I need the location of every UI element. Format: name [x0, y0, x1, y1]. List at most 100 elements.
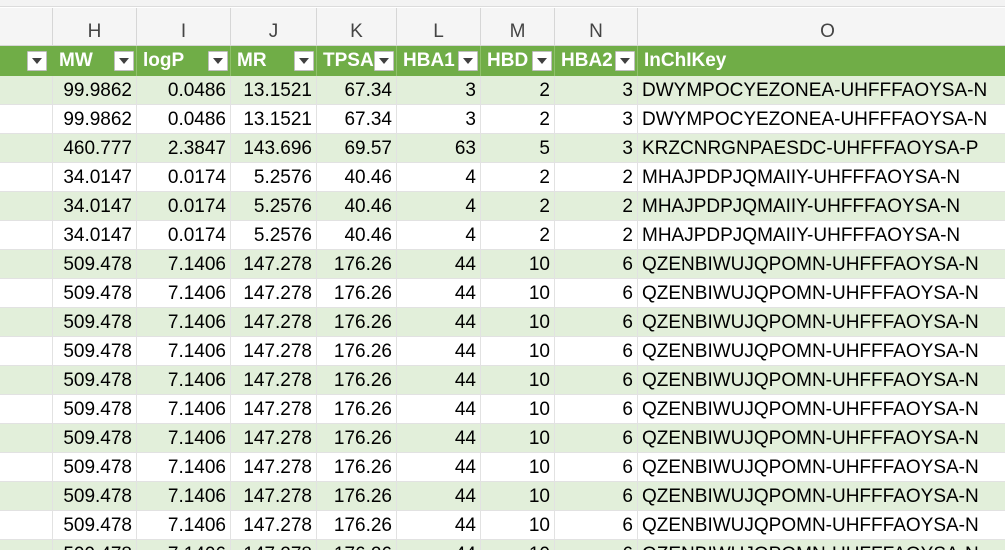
- column-letter-h[interactable]: H: [53, 8, 137, 46]
- cell-inchikey[interactable]: QZENBIWUJQPOMN-UHFFFAOYSA-N: [638, 308, 1005, 337]
- cell-tpsa[interactable]: 176.26: [317, 279, 397, 308]
- cell-mr[interactable]: 13.1521: [231, 105, 317, 134]
- filter-dropdown-icon[interactable]: [294, 51, 314, 71]
- cell-hba1[interactable]: 4: [397, 221, 481, 250]
- cell-logp[interactable]: 7.1406: [137, 337, 231, 366]
- column-letter-l[interactable]: L: [397, 8, 481, 46]
- cell-inchikey[interactable]: MHAJPDPJQMAIIY-UHFFFAOYSA-N: [638, 192, 1005, 221]
- cell-logp[interactable]: 7.1406: [137, 482, 231, 511]
- cell-mw[interactable]: 509.478: [53, 453, 137, 482]
- cell-logp[interactable]: 7.1406: [137, 424, 231, 453]
- cell-hba2[interactable]: 6: [555, 279, 638, 308]
- cell-inchikey[interactable]: QZENBIWUJQPOMN-UHFFFAOYSA-N: [638, 279, 1005, 308]
- cell-hba2[interactable]: 6: [555, 366, 638, 395]
- cell-hba2[interactable]: 6: [555, 540, 638, 550]
- cell-hba1[interactable]: 44: [397, 308, 481, 337]
- cell-hba2[interactable]: 6: [555, 453, 638, 482]
- cell-hbd[interactable]: 10: [481, 366, 555, 395]
- filter-dropdown-icon[interactable]: [27, 51, 47, 71]
- cell-logp[interactable]: 7.1406: [137, 453, 231, 482]
- cell-logp[interactable]: 2.3847: [137, 134, 231, 163]
- cell-tpsa[interactable]: 40.46: [317, 192, 397, 221]
- cell-mw[interactable]: 509.478: [53, 540, 137, 550]
- cell-inchikey[interactable]: DWYMPOCYEZONEA-UHFFFAOYSA-N: [638, 76, 1005, 105]
- cell-logp[interactable]: 7.1406: [137, 279, 231, 308]
- cell-hba2[interactable]: 2: [555, 221, 638, 250]
- cell-hba2[interactable]: 3: [555, 134, 638, 163]
- cell-mw[interactable]: 509.478: [53, 250, 137, 279]
- filter-dropdown-icon[interactable]: [374, 51, 394, 71]
- cell-inchikey[interactable]: QZENBIWUJQPOMN-UHFFFAOYSA-N: [638, 250, 1005, 279]
- cell-hbd[interactable]: 10: [481, 540, 555, 550]
- cell-hba1[interactable]: 44: [397, 540, 481, 550]
- cell-logp[interactable]: 0.0174: [137, 163, 231, 192]
- cell-hba2[interactable]: 6: [555, 308, 638, 337]
- cell-hba1[interactable]: 44: [397, 424, 481, 453]
- filter-dropdown-icon[interactable]: [208, 51, 228, 71]
- cell-mw[interactable]: 509.478: [53, 511, 137, 540]
- cell-mr[interactable]: 147.278: [231, 540, 317, 550]
- cell-hbd[interactable]: 10: [481, 279, 555, 308]
- cell-hba2[interactable]: 6: [555, 511, 638, 540]
- cell-mr[interactable]: 147.278: [231, 395, 317, 424]
- cell-hba1[interactable]: 44: [397, 482, 481, 511]
- cell-logp[interactable]: 7.1406: [137, 308, 231, 337]
- cell-hbd[interactable]: 2: [481, 163, 555, 192]
- cell-mr[interactable]: 147.278: [231, 308, 317, 337]
- cell-hbd[interactable]: 2: [481, 76, 555, 105]
- cell-logp[interactable]: 7.1406: [137, 366, 231, 395]
- cell-tpsa[interactable]: 176.26: [317, 337, 397, 366]
- cell-mr[interactable]: 147.278: [231, 482, 317, 511]
- cell-hbd[interactable]: 10: [481, 250, 555, 279]
- cell-mw[interactable]: 509.478: [53, 337, 137, 366]
- cell-hba1[interactable]: 4: [397, 192, 481, 221]
- cell-hba1[interactable]: 44: [397, 337, 481, 366]
- cell-inchikey[interactable]: QZENBIWUJQPOMN-UHFFFAOYSA-N: [638, 424, 1005, 453]
- cell-inchikey[interactable]: QZENBIWUJQPOMN-UHFFFAOYSA-N: [638, 511, 1005, 540]
- cell-hbd[interactable]: 2: [481, 192, 555, 221]
- cell-hbd[interactable]: 10: [481, 395, 555, 424]
- cell-hba2[interactable]: 2: [555, 192, 638, 221]
- column-letter-m[interactable]: M: [481, 8, 555, 46]
- cell-tpsa[interactable]: 176.26: [317, 395, 397, 424]
- cell-inchikey[interactable]: QZENBIWUJQPOMN-UHFFFAOYSA-N: [638, 540, 1005, 550]
- cell-tpsa[interactable]: 176.26: [317, 424, 397, 453]
- cell-mr[interactable]: 147.278: [231, 366, 317, 395]
- cell-hba2[interactable]: 3: [555, 105, 638, 134]
- cell-mr[interactable]: 147.278: [231, 453, 317, 482]
- cell-mw[interactable]: 509.478: [53, 279, 137, 308]
- cell-logp[interactable]: 0.0486: [137, 76, 231, 105]
- cell-hba2[interactable]: 6: [555, 250, 638, 279]
- cell-logp[interactable]: 7.1406: [137, 395, 231, 424]
- cell-hba2[interactable]: 6: [555, 337, 638, 366]
- cell-mr[interactable]: 5.2576: [231, 192, 317, 221]
- column-letter-j[interactable]: J: [231, 8, 317, 46]
- cell-mw[interactable]: 509.478: [53, 308, 137, 337]
- cell-mr[interactable]: 147.278: [231, 250, 317, 279]
- cell-logp[interactable]: 0.0486: [137, 105, 231, 134]
- cell-mw[interactable]: 34.0147: [53, 163, 137, 192]
- cell-inchikey[interactable]: QZENBIWUJQPOMN-UHFFFAOYSA-N: [638, 453, 1005, 482]
- cell-mw[interactable]: 34.0147: [53, 221, 137, 250]
- cell-logp[interactable]: 7.1406: [137, 511, 231, 540]
- cell-hbd[interactable]: 10: [481, 308, 555, 337]
- cell-hba1[interactable]: 3: [397, 105, 481, 134]
- cell-hbd[interactable]: 10: [481, 453, 555, 482]
- cell-hba1[interactable]: 63: [397, 134, 481, 163]
- cell-inchikey[interactable]: QZENBIWUJQPOMN-UHFFFAOYSA-N: [638, 395, 1005, 424]
- cell-mr[interactable]: 5.2576: [231, 163, 317, 192]
- cell-logp[interactable]: 0.0174: [137, 192, 231, 221]
- cell-hbd[interactable]: 10: [481, 482, 555, 511]
- cell-mr[interactable]: 5.2576: [231, 221, 317, 250]
- cell-logp[interactable]: 0.0174: [137, 221, 231, 250]
- cell-hba1[interactable]: 44: [397, 366, 481, 395]
- cell-tpsa[interactable]: 67.34: [317, 76, 397, 105]
- cell-mw[interactable]: 509.478: [53, 482, 137, 511]
- cell-hba2[interactable]: 3: [555, 76, 638, 105]
- column-letter-i[interactable]: I: [137, 8, 231, 46]
- cell-tpsa[interactable]: 69.57: [317, 134, 397, 163]
- cell-tpsa[interactable]: 176.26: [317, 453, 397, 482]
- filter-dropdown-icon[interactable]: [114, 51, 134, 71]
- cell-hba1[interactable]: 3: [397, 76, 481, 105]
- cell-mr[interactable]: 13.1521: [231, 76, 317, 105]
